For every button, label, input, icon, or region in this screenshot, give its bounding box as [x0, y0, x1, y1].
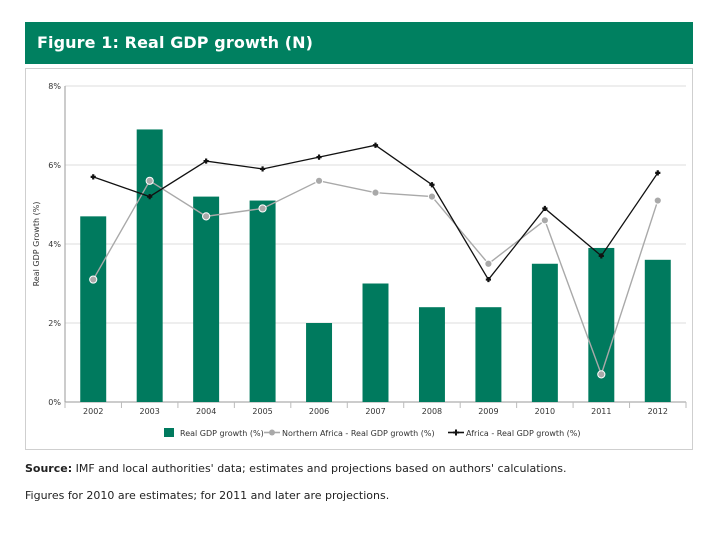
africa-point: [429, 182, 435, 188]
northern-africa-point: [540, 216, 549, 225]
figure-title: Figure 1: Real GDP growth (N): [37, 33, 314, 52]
y-tick-label: 8%: [48, 82, 61, 91]
bar-2005: [249, 200, 276, 402]
northern-africa-point: [89, 275, 98, 284]
legend-swatch-marker: [453, 429, 459, 436]
x-tick-label: 2003: [140, 407, 160, 416]
x-tick-label: 2007: [365, 407, 385, 416]
bar-2003: [136, 129, 163, 402]
gdp-growth-chart: 0% 2% 4% 6% 8% Real GDP Growth (%) 2002 2003 200…: [32, 82, 687, 438]
y-tick-label: 0%: [48, 398, 61, 407]
figure-header: Figure 1: Real GDP growth (N): [25, 22, 693, 64]
africa-point: [598, 253, 604, 259]
africa-point: [90, 174, 96, 180]
northern-africa-point: [145, 176, 154, 185]
africa-point: [655, 170, 661, 176]
x-tick-label: 2005: [252, 407, 272, 416]
northern-africa-point: [427, 192, 437, 201]
bar-2008: [418, 307, 445, 402]
x-tick-label: 2008: [422, 407, 442, 416]
bar-2007: [362, 283, 389, 402]
legend-label: Africa - Real GDP growth (%): [466, 429, 581, 438]
northern-africa-point: [484, 259, 493, 268]
legend-label: Real GDP growth (%): [180, 429, 264, 438]
source-label: Source:: [25, 462, 73, 475]
northern-africa-point: [258, 204, 267, 213]
projection-note: Figures for 2010 are estimates; for 2011…: [25, 489, 390, 502]
source-text: IMF and local authorities' data; estimat…: [75, 462, 567, 475]
x-tick-label: 2010: [535, 407, 555, 416]
africa-point: [259, 166, 266, 172]
x-tick-label: 2012: [648, 407, 668, 416]
y-tick-label: 2%: [48, 319, 61, 328]
y-tick-label: 6%: [48, 161, 61, 170]
northern-africa-point: [653, 196, 662, 205]
bar-2012: [644, 259, 671, 402]
x-tick-label: 2006: [309, 407, 329, 416]
africa-point: [316, 154, 322, 160]
x-tick-label: 2011: [591, 407, 611, 416]
x-tick-label: 2002: [83, 407, 103, 416]
bar-2006: [306, 323, 333, 402]
bar-2010: [531, 263, 558, 402]
bar-2011: [588, 247, 615, 402]
source-note: Source: IMF and local authorities' data;…: [25, 462, 705, 475]
northern-africa-point: [202, 212, 211, 221]
y-tick-label: 4%: [48, 240, 61, 249]
bar-2004: [193, 196, 220, 402]
x-tick-label: 2004: [196, 407, 216, 416]
chart-frame: 0% 2% 4% 6% 8% Real GDP Growth (%) 2002 2003 200…: [25, 68, 693, 450]
northern-africa-point: [314, 176, 324, 185]
legend-swatch-marker: [269, 429, 275, 436]
legend-label: Northern Africa - Real GDP growth (%): [282, 429, 435, 438]
africa-point: [203, 158, 209, 164]
northern-africa-point: [597, 370, 606, 379]
bar-2002: [80, 216, 107, 402]
bar-2009: [475, 307, 502, 402]
africa-point: [147, 194, 153, 200]
x-tick-label: 2009: [478, 407, 498, 416]
northern-africa-point: [371, 188, 380, 197]
africa-point: [372, 142, 379, 148]
legend-swatch-bar: [164, 428, 174, 437]
africa-point: [542, 205, 548, 212]
africa-point: [485, 276, 492, 283]
y-axis-title: Real GDP Growth (%): [32, 202, 41, 287]
